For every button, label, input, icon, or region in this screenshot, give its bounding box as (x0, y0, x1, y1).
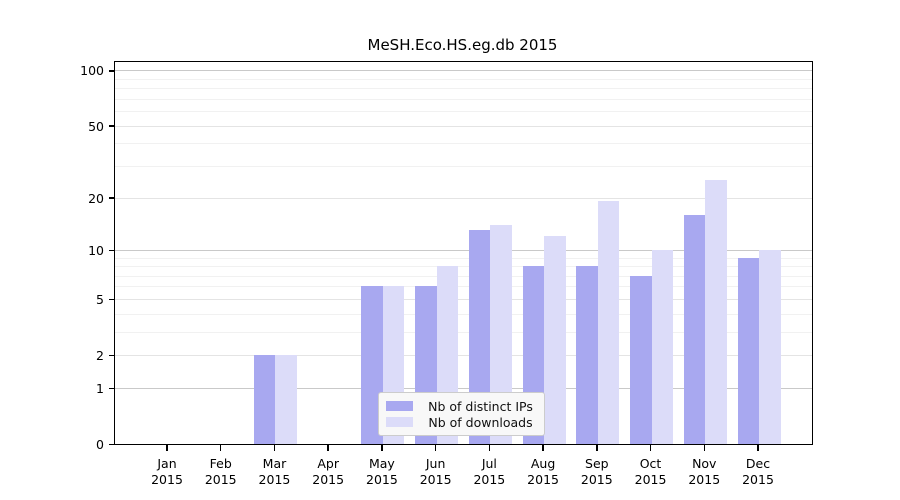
bar-distinct-ips-sep (576, 266, 598, 444)
y-tick-mark (109, 298, 115, 301)
x-tick-label-dec: Dec 2015 (742, 456, 774, 487)
bar-distinct-ips-jul (468, 230, 491, 444)
bar-distinct-ips-mar (253, 355, 276, 444)
x-tick-mark (273, 444, 276, 451)
y-tick-mark (109, 443, 115, 446)
gridline-minor (115, 143, 812, 145)
bar-distinct-ips-oct (630, 275, 652, 444)
y-tick-label: 2 (96, 348, 104, 364)
x-tick-label-may: May 2015 (366, 456, 398, 487)
gridline-minor (115, 313, 812, 315)
x-tick-mark (381, 444, 383, 451)
gridline-minor (115, 286, 812, 288)
legend-swatch-downloads (386, 417, 413, 427)
chart-title: MeSH.Eco.HS.eg.db 2015 (367, 36, 558, 54)
gridline-major (115, 197, 812, 199)
gridline-minor (115, 165, 812, 167)
y-tick-mark (109, 70, 115, 72)
x-tick-label-feb: Feb 2015 (204, 456, 237, 487)
gridline-major (115, 355, 812, 357)
x-tick-mark (596, 444, 598, 451)
gridline-decade (115, 70, 812, 72)
bar-downloads-aug (544, 236, 566, 444)
legend: Nb of distinct IPs Nb of downloads (378, 392, 545, 436)
x-tick-mark (488, 444, 491, 451)
y-tick-label: 20 (88, 190, 104, 206)
legend-item-distinct-ips: Nb of distinct IPs (386, 398, 536, 414)
legend-item-downloads: Nb of downloads (386, 414, 536, 430)
y-tick-label: 100 (80, 63, 104, 79)
gridline-minor (115, 88, 812, 90)
y-tick-label: 1 (96, 380, 104, 396)
plot-area (114, 61, 813, 445)
x-tick-label-oct: Oct 2015 (634, 456, 667, 487)
x-tick-mark (219, 444, 222, 451)
x-tick-mark (649, 444, 652, 451)
y-tick-label: 50 (88, 118, 104, 134)
y-tick-mark (109, 249, 115, 252)
gridline-major (115, 125, 812, 127)
x-tick-mark (166, 444, 168, 451)
x-tick-label-sep: Sep 2015 (580, 456, 613, 487)
gridline-minor (115, 266, 812, 268)
y-tick-mark (109, 125, 115, 127)
x-tick-label-mar: Mar 2015 (258, 456, 291, 487)
bar-downloads-nov (705, 180, 727, 444)
bar-distinct-ips-nov (683, 214, 706, 444)
y-tick-label: 5 (96, 291, 104, 307)
bar-distinct-ips-dec (737, 257, 759, 444)
gridline-minor (115, 78, 812, 80)
x-tick-mark (327, 444, 329, 451)
bar-downloads-jul (490, 224, 512, 444)
gridline-major (115, 298, 812, 300)
bar-downloads-oct (651, 249, 674, 444)
gridline-decade (115, 249, 812, 251)
gridline-minor (115, 98, 812, 100)
x-tick-label-jun: Jun 2015 (419, 456, 452, 487)
gridline-minor (115, 257, 812, 259)
x-tick-label-jul: Jul 2015 (473, 456, 506, 487)
x-tick-label-nov: Nov 2015 (688, 456, 721, 487)
gridline-minor (115, 275, 812, 277)
y-tick-label: 0 (96, 437, 104, 452)
x-tick-mark (703, 444, 706, 451)
legend-label-distinct-ips: Nb of distinct IPs (428, 398, 533, 414)
x-tick-mark (434, 444, 437, 451)
y-tick-mark (109, 387, 115, 390)
x-tick-label-jan: Jan 2015 (151, 456, 183, 487)
x-tick-label-apr: Apr 2015 (312, 456, 345, 487)
bar-downloads-mar (275, 355, 297, 444)
x-tick-label-aug: Aug 2015 (527, 456, 559, 487)
legend-swatch-distinct-ips (386, 401, 413, 411)
y-tick-mark (109, 354, 115, 357)
y-tick-label: 10 (88, 242, 104, 258)
gridline-minor (115, 331, 812, 333)
legend-label-downloads: Nb of downloads (428, 414, 533, 430)
bar-downloads-dec (759, 249, 781, 444)
bar-downloads-sep (597, 201, 620, 444)
gridline-decade (115, 387, 812, 389)
x-tick-mark (542, 444, 544, 451)
bar-distinct-ips-may (361, 286, 383, 444)
gridline-minor (115, 111, 812, 113)
x-tick-mark (757, 444, 759, 451)
y-tick-mark (109, 197, 115, 199)
